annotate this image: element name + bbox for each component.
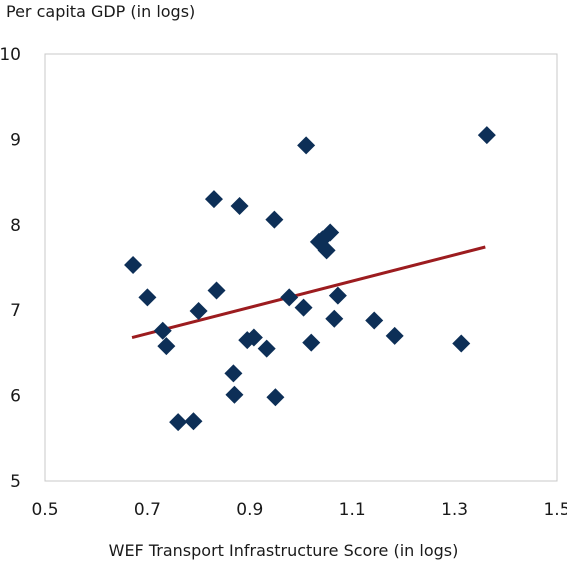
data-point (365, 311, 384, 330)
data-point (477, 126, 496, 145)
x-tick-label: 0.7 (134, 500, 161, 520)
data-points (124, 126, 496, 432)
data-point (266, 388, 285, 407)
data-point (207, 281, 226, 300)
y-tick-label: 9 (10, 130, 21, 150)
trend-line (131, 245, 486, 339)
data-point (297, 136, 316, 155)
plot-area-frame (44, 53, 558, 482)
x-tick-label: 0.5 (31, 500, 58, 520)
data-point (124, 255, 143, 274)
data-point (230, 197, 249, 216)
x-axis-ticks: 0.5 0.7 0.9 1.1 1.3 1.5 (31, 500, 567, 520)
data-point (302, 333, 321, 352)
y-tick-label: 10 (0, 45, 21, 65)
x-tick-label: 1.1 (339, 500, 366, 520)
data-point (169, 413, 188, 432)
data-point (328, 286, 347, 305)
data-point (225, 385, 244, 404)
data-point (294, 298, 313, 317)
data-point (184, 412, 203, 431)
data-point (138, 288, 157, 307)
data-point (153, 321, 172, 340)
data-point (452, 334, 471, 353)
data-point (265, 210, 284, 229)
y-axis-ticks: 5 6 7 8 9 10 (0, 45, 21, 492)
data-point (321, 223, 340, 242)
data-point (317, 241, 336, 260)
data-point (257, 339, 276, 358)
data-point (244, 328, 263, 347)
data-point (157, 337, 176, 356)
y-axis-title: Per capita GDP (in logs) (6, 2, 196, 21)
y-tick-label: 6 (10, 387, 21, 407)
y-tick-label: 8 (10, 216, 21, 236)
data-point (385, 326, 404, 345)
data-point (189, 302, 208, 321)
data-point (280, 288, 299, 307)
x-tick-label: 1.3 (441, 500, 468, 520)
data-point (224, 364, 243, 383)
x-tick-label: 0.9 (236, 500, 263, 520)
data-point (204, 190, 223, 209)
x-tick-label: 1.5 (543, 500, 567, 520)
data-point (325, 309, 344, 328)
x-axis-title: WEF Transport Infrastructure Score (in l… (108, 541, 459, 560)
y-tick-label: 7 (10, 301, 21, 321)
y-tick-label: 5 (10, 472, 21, 492)
